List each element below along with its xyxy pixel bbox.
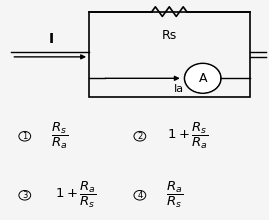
Text: $\dfrac{R_s}{R_a}$: $\dfrac{R_s}{R_a}$ <box>51 121 68 151</box>
Text: 4: 4 <box>137 191 143 200</box>
Text: 2: 2 <box>137 132 143 141</box>
Circle shape <box>185 64 220 92</box>
Text: Rs: Rs <box>162 29 177 42</box>
Text: A: A <box>199 72 207 85</box>
Text: I: I <box>49 31 54 46</box>
Text: 1: 1 <box>22 132 27 141</box>
Text: Ia: Ia <box>174 84 184 93</box>
Text: $\dfrac{R_a}{R_s}$: $\dfrac{R_a}{R_s}$ <box>166 180 183 210</box>
Text: $1+\dfrac{R_s}{R_a}$: $1+\dfrac{R_s}{R_a}$ <box>167 121 209 151</box>
Text: 3: 3 <box>22 191 27 200</box>
Text: $1+\dfrac{R_a}{R_s}$: $1+\dfrac{R_a}{R_s}$ <box>55 180 97 210</box>
